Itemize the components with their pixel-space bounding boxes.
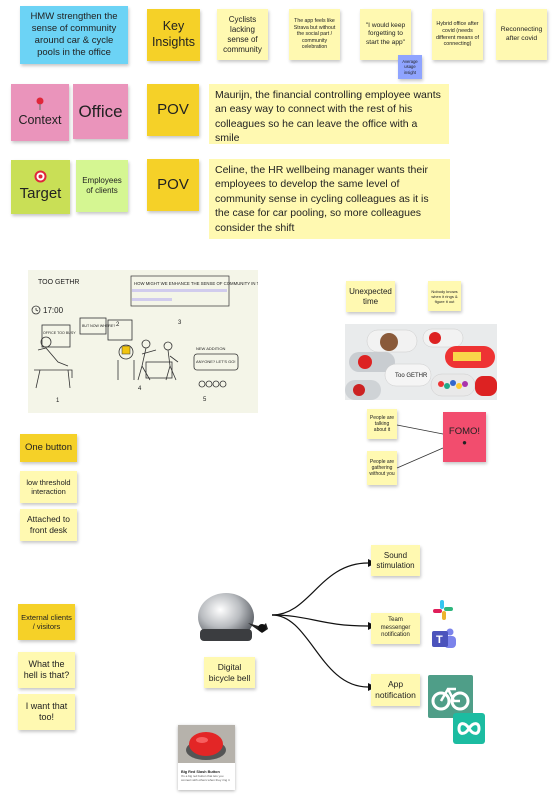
sketch-step-3: 3 [178,320,182,326]
insight-note-2[interactable]: The app feels like Strava but without th… [289,9,340,60]
insight-note-5[interactable]: Reconnecting after covid [496,9,547,60]
sketch-step-4: 4 [138,386,142,392]
slack-icon [433,600,453,620]
external-clients-note[interactable]: External clients / visitors [18,604,75,640]
one-button-note[interactable]: One button [20,434,77,462]
gathering-note[interactable]: People are gathering without you [367,451,397,485]
sketch-question-text: HOW MIGHT WE ENHANCE THE SENSE OF COMMUN… [134,281,258,286]
target-label: Target [19,185,62,203]
dash-buttons-image: Too GETHR [345,324,497,400]
product-card-title: Big Red Slash Button [181,770,220,774]
svg-text:T: T [436,634,443,646]
product-card[interactable]: Big Red Slash Button It's a big red butt… [178,725,235,790]
sketch-bubble-4: ANYONE? LET'S GO! [196,359,235,364]
pov-statement-1[interactable]: Maurijn, the financial controlling emplo… [209,84,449,144]
insight-note-3[interactable]: "I would keep forgetting to start the ap… [360,9,411,60]
sketch-logo-text: TOO GETHR [38,279,79,286]
sketch-step-5: 5 [203,397,207,403]
sketch-bubble-3: NEW ADDITION [196,346,225,351]
what-the-hell-note[interactable]: What the hell is that? [18,652,75,688]
teams-icon: T [432,628,456,648]
bell-connectors [271,559,376,691]
fomo-emoji-icon: ● [462,437,467,447]
pov-label-1[interactable]: POV [147,84,199,136]
insight-note-1[interactable]: Cyclists lacking sense of community [217,9,268,60]
unexpected-time-note[interactable]: Unexpected time [346,281,395,312]
average-usage-note[interactable]: Average usage insight [398,55,422,79]
low-threshold-note[interactable]: low threshold interaction [20,471,77,503]
bell-label-note[interactable]: Digital bicycle bell [204,657,255,688]
storyboard-sketch[interactable]: TOO GETHR 17:00 HOW MIGHT WE ENHANCE THE… [28,270,285,413]
loop-app-icon [453,713,485,744]
want-that-too-note[interactable]: I want that too! [18,694,75,730]
dash-logo-text: Too GETHR [395,373,428,379]
target-note[interactable]: Target [11,160,70,214]
nobody-knows-note[interactable]: Nobody knows when it rings & figure it o… [428,281,461,311]
app-notification-note[interactable]: App notification [371,674,420,706]
product-card-desc: It's a big red button that lets you conn… [181,774,230,782]
sound-stimulation-note[interactable]: Sound stimulation [371,545,420,576]
fomo-note[interactable]: FOMO! ● [443,412,486,462]
employees-note[interactable]: Employees of clients [76,160,128,212]
sketch-step-2: 2 [116,322,120,328]
bike-app-icon [428,675,473,718]
dash-buttons-photo[interactable]: Too GETHR [345,324,497,400]
pov-statement-2[interactable]: Celine, the HR wellbeing manager wants t… [209,159,450,239]
insight-note-4[interactable]: Hybrid office after covid (needs differe… [432,9,483,60]
sketch-step-1: 1 [56,398,60,404]
target-icon [34,170,47,183]
office-note[interactable]: Office [73,84,128,139]
pin-icon [36,97,44,110]
pov-label-2[interactable]: POV [147,159,199,211]
sketch-bubble-2: BUT NOW WHERE? [82,324,115,328]
talking-note[interactable]: People are talking about it [367,409,397,439]
team-messenger-note[interactable]: Team messenger notification [371,613,420,644]
red-button-image [178,725,235,763]
fomo-connector [396,424,444,469]
bell-icon [198,593,268,641]
attached-front-desk-note[interactable]: Attached to front desk [20,509,77,541]
context-note[interactable]: Context [11,84,69,141]
hmw-note[interactable]: HMW strengthen the sense of community ar… [20,6,128,64]
sketch-time-text: 17:00 [43,306,64,315]
context-label: Context [18,112,62,127]
bicycle-bell-image[interactable] [196,583,270,647]
sketch-drawing: TOO GETHR 17:00 HOW MIGHT WE ENHANCE THE… [31,275,285,404]
sketch-bubble-1: OFFICE TOO BUSY [43,331,76,335]
key-insights-note[interactable]: Key Insights [147,9,200,61]
fomo-label: FOMO! [448,426,481,438]
